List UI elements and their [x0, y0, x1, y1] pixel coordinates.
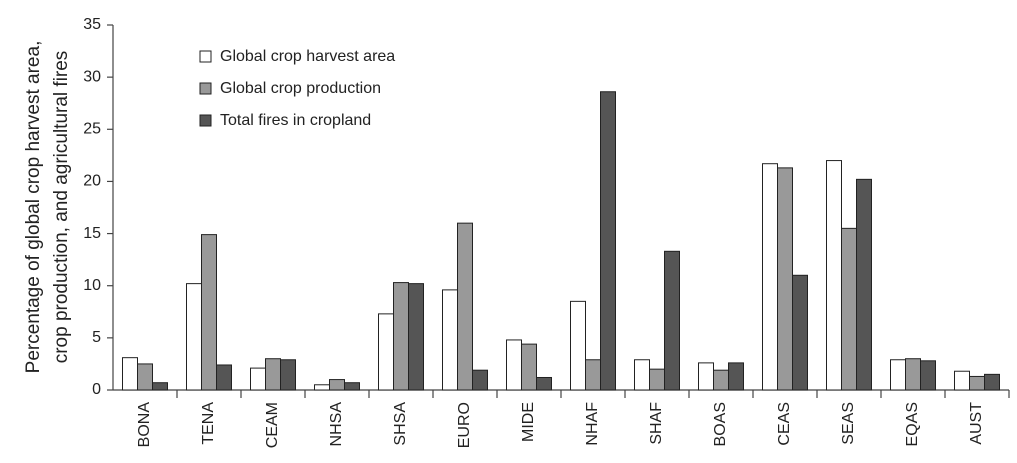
bar — [713, 369, 729, 391]
x-tick-label: SEAS — [840, 402, 857, 445]
bar — [920, 360, 936, 391]
legend-swatch — [199, 50, 212, 63]
bar — [969, 375, 985, 391]
x-tick-label: SHAF — [648, 402, 665, 445]
x-tick-label: TENA — [200, 402, 217, 445]
bar — [137, 363, 153, 391]
bar — [314, 384, 330, 391]
bar — [890, 359, 906, 391]
bar — [954, 370, 970, 391]
bar — [698, 362, 714, 391]
bar — [585, 359, 601, 391]
bar — [762, 163, 778, 391]
x-tick-label: BOAS — [712, 402, 729, 446]
bar — [186, 283, 202, 391]
bar — [442, 289, 458, 391]
y-tick-label: 5 — [92, 329, 101, 346]
bar — [521, 343, 537, 391]
y-tick-label: 20 — [83, 173, 101, 190]
bar — [152, 382, 168, 391]
y-axis-label: crop production, and agricultural fires — [51, 51, 72, 364]
x-tick-label: CEAM — [264, 402, 281, 448]
y-tick-label: 15 — [83, 225, 101, 242]
x-tick-label: BONA — [136, 402, 153, 448]
bar — [600, 91, 616, 391]
legend-swatch — [199, 114, 212, 127]
y-axis-label: Percentage of global crop harvest area, — [23, 41, 44, 374]
bar — [634, 359, 650, 391]
bar — [841, 227, 857, 391]
bar — [393, 282, 409, 391]
bar — [856, 178, 872, 391]
bar — [664, 250, 680, 391]
x-tick-label: CEAS — [776, 402, 793, 446]
bar — [216, 364, 232, 391]
bar — [280, 359, 296, 391]
bar — [457, 222, 473, 391]
x-tick-label: AUST — [968, 402, 985, 445]
bar — [506, 339, 522, 391]
bar — [122, 357, 138, 391]
bar — [201, 234, 217, 391]
legend-label: Global crop harvest area — [220, 48, 395, 65]
x-tick-label: SHSA — [392, 402, 409, 446]
legend-label: Global crop production — [220, 80, 381, 97]
y-tick-label: 25 — [83, 121, 101, 138]
bar — [408, 283, 424, 391]
y-tick-label: 0 — [92, 381, 101, 398]
bar — [536, 376, 552, 391]
bar — [378, 313, 394, 391]
x-tick-label: EURO — [456, 402, 473, 448]
bar — [570, 300, 586, 391]
bar — [344, 382, 360, 391]
bar — [265, 358, 281, 391]
y-tick-label: 10 — [83, 277, 101, 294]
legend-label: Total fires in cropland — [220, 112, 371, 129]
bar — [728, 362, 744, 391]
legend-swatch — [199, 82, 212, 95]
bar — [905, 358, 921, 391]
bar — [792, 274, 808, 391]
y-tick-label: 35 — [83, 16, 101, 33]
bar — [250, 367, 266, 391]
bar — [329, 379, 345, 391]
x-tick-label: MIDE — [520, 402, 537, 442]
bar — [649, 368, 665, 391]
x-tick-label: EQAS — [904, 402, 921, 446]
bar — [777, 167, 793, 391]
x-tick-label: NHAF — [584, 402, 601, 446]
x-tick-label: NHSA — [328, 402, 345, 447]
bar — [984, 373, 1000, 391]
bar — [472, 369, 488, 391]
bar — [826, 160, 842, 391]
y-tick-label: 30 — [83, 68, 101, 85]
